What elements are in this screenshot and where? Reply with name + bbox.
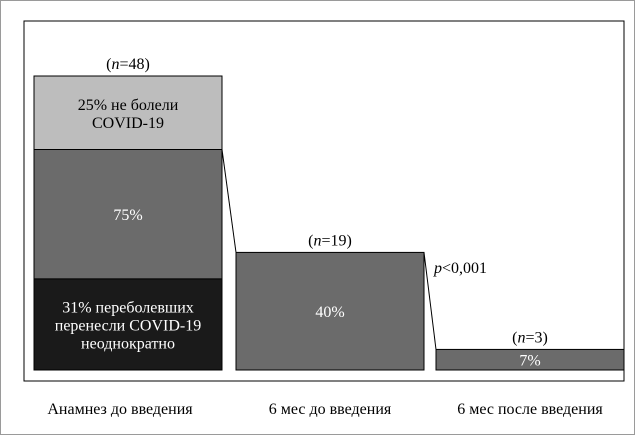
connector-line-2 xyxy=(423,252,437,350)
bar-2 xyxy=(235,251,425,371)
value-label-2: 40% xyxy=(315,304,344,321)
segment-label-3: COVID-19 xyxy=(92,115,164,132)
bar-3 xyxy=(435,348,625,371)
segment-label-1: 31% переболевших xyxy=(62,299,194,316)
n-label-3: (n=3) xyxy=(512,329,548,346)
segment-label-1: неоднократно xyxy=(81,335,175,352)
bar-segment-1 xyxy=(33,278,223,371)
p-value-annotation: p<0,001 xyxy=(433,260,487,277)
n-label-2: (n=19) xyxy=(308,232,352,249)
n-label-1: (n=48) xyxy=(106,56,150,73)
category-label-2: 6 мес до введения xyxy=(269,401,392,418)
connector-line-1 xyxy=(221,149,237,253)
bar-segment-3 xyxy=(33,75,223,150)
segment-label-3: 25% не болели xyxy=(78,97,179,114)
category-label-1: Анамнез до введения xyxy=(47,401,193,418)
segment-label-2: 75% xyxy=(113,207,142,224)
category-label-3: 6 мес после введения xyxy=(457,401,603,418)
segment-label-1: перенесли COVID-19 xyxy=(55,317,201,334)
value-label-3: 7% xyxy=(519,353,540,370)
